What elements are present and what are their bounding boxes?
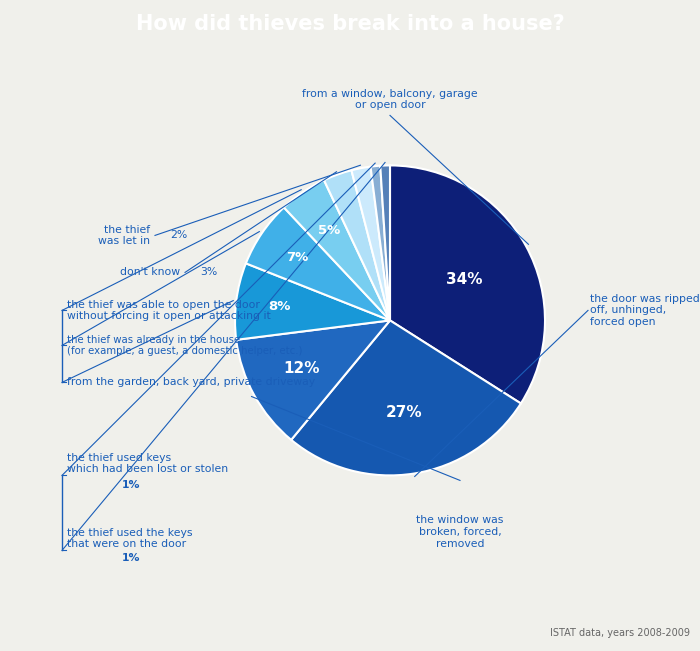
Text: 12%: 12%	[284, 361, 320, 376]
Wedge shape	[324, 171, 390, 320]
Text: from a window, balcony, garage
or open door: from a window, balcony, garage or open d…	[302, 89, 478, 111]
Wedge shape	[236, 320, 390, 440]
Text: the thief was able to open the door
without forcing it open or attacking it: the thief was able to open the door with…	[67, 299, 271, 321]
Text: the thief used the keys
that were on the door: the thief used the keys that were on the…	[67, 527, 192, 549]
Text: the window was
broken, forced,
removed: the window was broken, forced, removed	[416, 516, 504, 549]
Wedge shape	[380, 165, 390, 320]
Text: 5%: 5%	[318, 224, 340, 237]
Text: the thief
was let in: the thief was let in	[98, 225, 150, 246]
Text: don't know: don't know	[120, 268, 180, 277]
Wedge shape	[284, 180, 390, 320]
Wedge shape	[291, 320, 521, 475]
Text: 34%: 34%	[447, 272, 483, 287]
Text: from the garden, back yard, private driveway: from the garden, back yard, private driv…	[67, 378, 315, 387]
Text: the thief used keys
which had been lost or stolen: the thief used keys which had been lost …	[67, 452, 228, 474]
Text: How did thieves break into a house?: How did thieves break into a house?	[136, 14, 564, 35]
Wedge shape	[351, 167, 390, 320]
Text: 27%: 27%	[386, 405, 423, 420]
Text: the thief was already in the house
(for example, a guest, a domestic helper, etc: the thief was already in the house (for …	[67, 335, 302, 356]
Text: 3%: 3%	[200, 268, 217, 277]
Text: ISTAT data, years 2008-2009: ISTAT data, years 2008-2009	[550, 628, 690, 639]
Wedge shape	[246, 208, 390, 320]
Text: 7%: 7%	[286, 251, 309, 264]
Wedge shape	[370, 166, 390, 320]
Text: 2%: 2%	[170, 230, 188, 240]
Text: 1%: 1%	[122, 480, 141, 490]
Text: 8%: 8%	[268, 300, 290, 313]
Text: the door was ripped
off, unhinged,
forced open: the door was ripped off, unhinged, force…	[590, 294, 700, 327]
Wedge shape	[235, 264, 390, 340]
Text: 1%: 1%	[122, 553, 141, 563]
Wedge shape	[390, 165, 545, 404]
